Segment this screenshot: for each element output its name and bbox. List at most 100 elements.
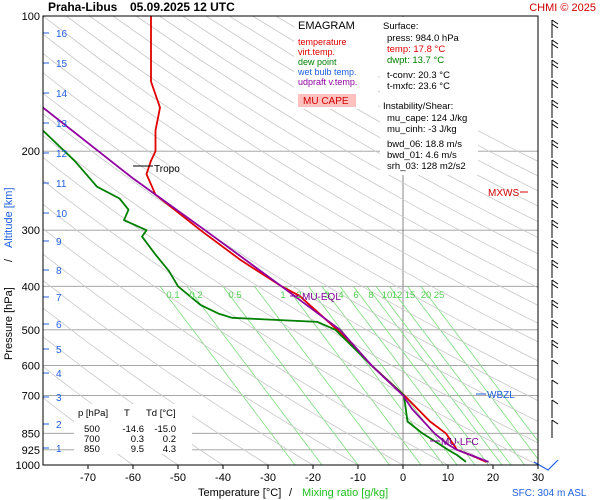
legend-title: EMAGRAM	[298, 20, 355, 32]
wind-barb-flag	[551, 299, 559, 305]
table-cell: -14.6	[122, 424, 144, 435]
temp-tick-label: -30	[260, 472, 276, 484]
wind-barb-flag	[551, 279, 559, 285]
mixing-ratio-label: 0.5	[228, 290, 241, 301]
dry-adiabat	[112, 16, 538, 272]
pressure-tick-label: 300	[22, 225, 40, 237]
wind-barb-flag	[551, 259, 559, 265]
table-header-t: T	[124, 408, 130, 419]
wind-barb-flag	[551, 239, 559, 245]
wind-barb-flag	[551, 19, 559, 25]
credit: CHMI © 2025	[529, 2, 596, 14]
mixing-ratio-label: 1	[280, 290, 285, 301]
pressure-tick-label: 700	[22, 390, 40, 402]
dry-adiabat	[43, 307, 269, 465]
wind-barb-flag	[551, 183, 559, 189]
info-bg	[380, 17, 478, 175]
level-table-bg	[74, 404, 192, 454]
wind-barb-flag	[551, 123, 559, 129]
altitude-tick-label: 5	[56, 345, 62, 356]
mixing-ratio-line	[222, 286, 359, 465]
mu-eql-label: MU-EQL	[302, 292, 341, 303]
wbzl-label: WBZL	[487, 390, 515, 401]
surface-temp: temp: 17.8 °C	[387, 44, 445, 55]
pressure-tick-label: 1000	[16, 460, 40, 472]
pressure-tick-label: 400	[22, 281, 40, 293]
wind-barb-flag	[551, 59, 559, 65]
y-axis-title-sep: /	[3, 258, 15, 262]
temp-tick-label: 10	[442, 472, 454, 484]
instability-title: Instability/Shear:	[383, 101, 453, 112]
legend-bg	[294, 17, 378, 109]
wind-barb-flag	[551, 283, 559, 289]
dry-adiabat	[43, 72, 538, 381]
mixing-ratio-line	[285, 286, 422, 465]
datetime: 05.09.2025 12 UTC	[130, 0, 235, 14]
x-axis-title-mix: Mixing ratio [g/kg]	[302, 487, 388, 499]
altitude-tick-label: 11	[56, 179, 67, 190]
wind-barb-flag	[551, 243, 559, 249]
temp-tick-label: -70	[80, 472, 96, 484]
dry-adiabat	[43, 179, 494, 465]
altitude-tick-label: 13	[56, 119, 68, 130]
wind-barb-flag	[551, 103, 559, 109]
temp-tick-label: -60	[125, 472, 141, 484]
altitude-tick-label: 1	[56, 444, 62, 455]
mixing-ratio-label: 6	[353, 290, 358, 301]
wind-barb-flag	[551, 43, 559, 49]
legend-wet-bulb: wet bulb temp.	[297, 67, 357, 77]
pressure-tick-label: 925	[22, 445, 40, 457]
dry-adiabat	[43, 33, 538, 343]
wind-barb-flag	[551, 63, 559, 69]
table-cell: -15.0	[154, 424, 176, 435]
pressure-tick-label: 850	[22, 428, 40, 440]
mixing-ratio-line	[308, 286, 444, 465]
table-cell: 850	[84, 444, 100, 455]
legend-updraft: udpraft v.temp.	[298, 77, 357, 87]
t-conv: t-conv: 20.3 °C	[387, 70, 450, 81]
table-header-td: Td [°C]	[146, 408, 176, 419]
profile-series	[43, 16, 489, 463]
mixing-ratio-line	[353, 286, 489, 465]
dry-adiabat	[43, 16, 538, 324]
mu-lfc-label: MU-LFC	[441, 437, 479, 448]
mixing-ratio-label: 20	[421, 290, 432, 301]
dry-adiabat	[66, 16, 538, 306]
station-name: Praha-Libus	[48, 0, 118, 14]
temp-tick-label: 20	[487, 472, 499, 484]
series-dew-point-line	[43, 129, 467, 463]
wind-barb-flag	[551, 399, 559, 405]
wind-barb-flag	[551, 119, 559, 125]
wind-barb-flag	[551, 139, 559, 145]
mixing-ratio-line	[159, 286, 296, 465]
mxws-label: MXWS	[488, 188, 519, 199]
t-mxfc: t-mxfc: 23.6 °C	[387, 81, 450, 92]
altitude-tick-label: 14	[56, 89, 68, 100]
surface-press: press: 984.0 hPa	[387, 33, 460, 44]
wind-barb-flag	[551, 143, 559, 149]
pressure-tick-label: 200	[22, 146, 40, 158]
dry-adiabat	[182, 16, 538, 223]
mixing-ratio-label: 4	[338, 290, 343, 301]
bwd-01: bwd_01: 4.6 m/s	[387, 150, 457, 161]
altitude-tick-label: 3	[56, 393, 62, 404]
dry-adiabat	[43, 253, 359, 465]
wind-barb-flag	[551, 179, 559, 185]
wind-barb-flag	[551, 23, 559, 29]
y-axis-title: Pressure [hPa] / Altitude [km]	[3, 187, 15, 360]
dry-adiabat	[43, 52, 538, 362]
pressure-tick-label: 500	[22, 325, 40, 337]
temp-tick-label: -40	[215, 472, 231, 484]
y-axis-title-pressure: Pressure [hPa]	[3, 287, 15, 360]
dry-adiabat	[205, 16, 538, 207]
surface-dwpt: dwpt: 13.7 °C	[387, 55, 444, 66]
wind-barb-flag	[551, 343, 559, 349]
mixing-ratio-label: 0.2	[189, 290, 202, 301]
tropo-label: Tropo	[154, 164, 180, 175]
wind-barb-flag	[551, 323, 559, 329]
series-temperature-line	[145, 16, 487, 463]
cape-badge: MU CAPE	[303, 96, 349, 107]
mixing-ratio-label: 0.1	[166, 290, 179, 301]
dry-adiabat	[159, 16, 538, 238]
